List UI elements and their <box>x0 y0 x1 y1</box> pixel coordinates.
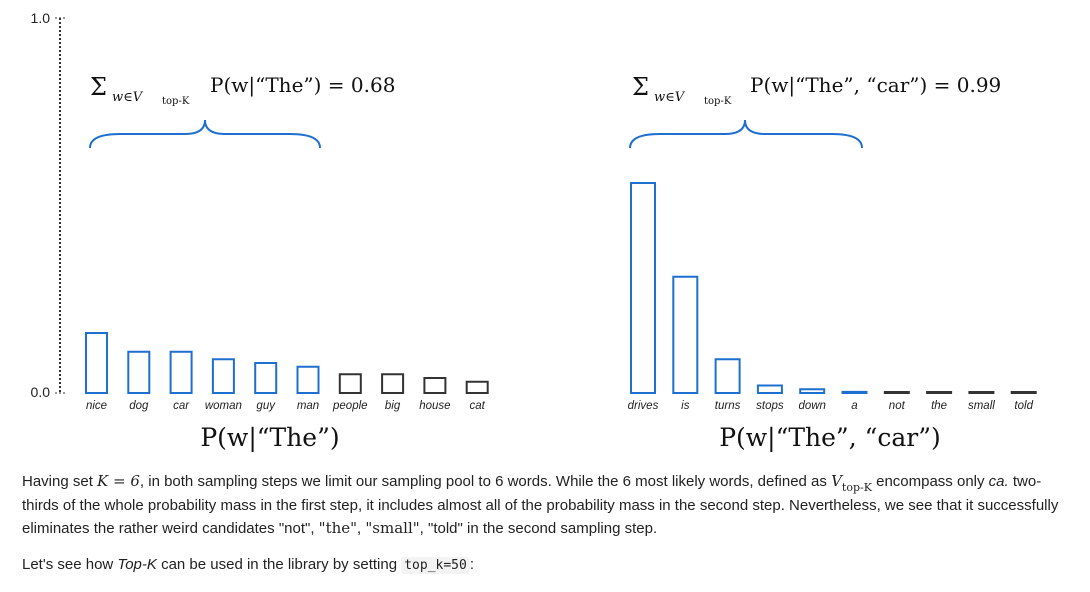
explanation-paragraph: Having set K = 6, in both sampling steps… <box>22 472 1059 537</box>
topk-figure: 1.0 0.0 Σ w∈V top-K P(w|“The”) = 0.68 ni… <box>31 10 1037 453</box>
right-tick-label-not: not <box>889 400 906 412</box>
left-tick-label-people: people <box>332 400 368 412</box>
right-brace <box>629 119 863 149</box>
right-tick-label-small: small <box>968 400 995 412</box>
left-tick-label-woman: woman <box>205 400 242 412</box>
left-bar-car <box>169 350 193 394</box>
right-tick-label-down: down <box>798 400 826 412</box>
y-tick-label-top: 1.0 <box>31 10 51 26</box>
right-formula-expr: P(w|“The”, “car”) = 0.99 <box>750 73 1001 98</box>
left-bar-people <box>338 373 362 394</box>
right-bar-turns <box>714 358 741 394</box>
left-tick-label-dog: dog <box>129 400 149 412</box>
left-tick-label-car: car <box>173 400 190 412</box>
right-tick-label-the: the <box>931 400 947 412</box>
left-tick-label-nice: nice <box>86 400 107 412</box>
right-formula-sub: w∈V <box>654 90 686 105</box>
right-tick-label-is: is <box>681 400 690 412</box>
left-formula-sum: Σ <box>90 73 107 101</box>
v-symbol: V <box>831 472 842 490</box>
right-tick-label-turns: turns <box>715 400 741 412</box>
left-bar-big <box>381 373 405 394</box>
right-bar-small <box>968 391 995 394</box>
usage-paragraph: Let's see how Top-K can be used in the l… <box>22 556 475 574</box>
left-formula-subsub: top-K <box>162 96 190 107</box>
left-tick-label-cat: cat <box>470 400 486 412</box>
right-chart: Σ w∈V top-K P(w|“The”, “car”) = 0.99 dri… <box>628 73 1037 453</box>
k-expression: K = 6 <box>97 472 140 490</box>
right-tick-label-told: told <box>1014 400 1033 412</box>
left-tick-label-house: house <box>419 400 450 412</box>
left-tick-label-man: man <box>297 400 319 412</box>
left-chart: Σ w∈V top-K P(w|“The”) = 0.68 nice dog car… <box>85 73 489 453</box>
right-bar-drives <box>630 182 656 394</box>
left-brace <box>89 119 321 149</box>
left-bar-man <box>296 365 320 394</box>
right-bar-stops <box>756 384 783 394</box>
left-tick-label-guy: guy <box>256 400 276 412</box>
left-xlabel: P(w|“The”) <box>200 423 339 453</box>
right-tick-label-a: a <box>851 400 857 412</box>
v-subscript: top-K <box>841 481 872 494</box>
right-xlabel: P(w|“The”, “car”) <box>719 423 941 453</box>
right-bar-is <box>672 275 699 394</box>
right-tick-label-stops: stops <box>756 400 784 412</box>
left-bar-house <box>423 377 447 394</box>
top-k-code: top_k=50 <box>401 557 470 574</box>
right-bar-a <box>841 390 868 394</box>
left-bar-guy <box>254 362 278 394</box>
left-bar-dog <box>127 350 151 394</box>
left-bar-cat <box>465 380 489 394</box>
left-formula-sub: w∈V <box>112 90 144 105</box>
right-bar-told <box>1010 391 1037 394</box>
right-bar-down <box>799 388 826 394</box>
right-bar-not <box>883 391 910 394</box>
right-tick-label-drives: drives <box>628 400 659 412</box>
right-bar-the <box>926 391 953 394</box>
right-formula-subsub: top-K <box>704 96 732 107</box>
right-formula-sum: Σ <box>632 73 649 101</box>
left-tick-label-big: big <box>385 400 401 412</box>
left-bar-nice <box>85 332 108 394</box>
left-bar-woman <box>211 358 235 394</box>
y-tick-label-bottom: 0.0 <box>31 384 51 400</box>
left-formula-expr: P(w|“The”) = 0.68 <box>210 73 395 98</box>
